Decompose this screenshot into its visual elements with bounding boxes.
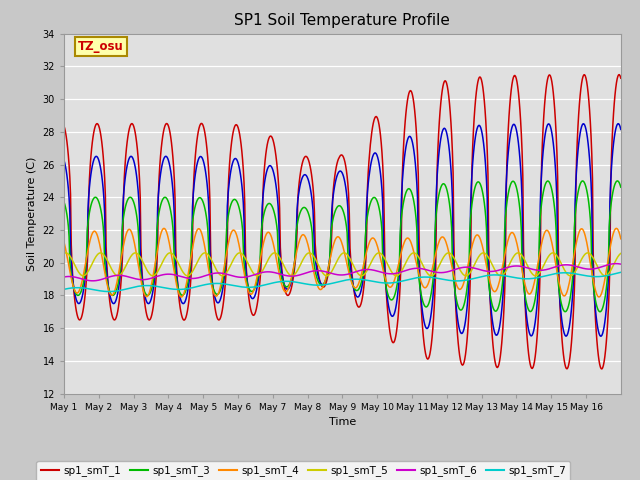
sp1_smT_7 (401, 277, 408, 283)
sp1_smT_1 (617, 75, 625, 81)
Y-axis label: Soil Temperature (C): Soil Temperature (C) (27, 156, 37, 271)
X-axis label: Time: Time (329, 417, 356, 427)
sp1_smT_5 (60, 251, 68, 256)
sp1_smT_7 (228, 282, 236, 288)
sp1_smT_1 (228, 139, 236, 144)
sp1_smT_2 (125, 155, 133, 161)
sp1_smT_3 (228, 200, 236, 205)
sp1_smT_6 (89, 278, 97, 284)
sp1_smT_6 (617, 261, 625, 267)
sp1_smT_7 (126, 285, 134, 291)
sp1_smT_6 (401, 268, 408, 274)
sp1_smT_3 (431, 230, 439, 236)
sp1_smT_5 (125, 256, 133, 262)
Line: sp1_smT_1: sp1_smT_1 (64, 75, 621, 369)
sp1_smT_3 (613, 178, 621, 184)
sp1_smT_4 (612, 226, 620, 231)
sp1_smT_6 (432, 269, 440, 275)
sp1_smT_4 (125, 227, 133, 232)
sp1_smT_1 (255, 286, 263, 291)
sp1_smT_4 (401, 239, 408, 245)
Legend: sp1_smT_1, sp1_smT_2, sp1_smT_3, sp1_smT_4, sp1_smT_5, sp1_smT_6, sp1_smT_7: sp1_smT_1, sp1_smT_2, sp1_smT_3, sp1_smT… (36, 461, 570, 480)
sp1_smT_6 (612, 261, 620, 266)
sp1_smT_7 (617, 269, 625, 275)
sp1_smT_7 (60, 287, 68, 292)
sp1_smT_1 (431, 288, 439, 294)
Line: sp1_smT_6: sp1_smT_6 (64, 264, 621, 281)
sp1_smT_7 (256, 283, 264, 289)
sp1_smT_3 (276, 269, 284, 275)
Line: sp1_smT_4: sp1_smT_4 (64, 228, 621, 297)
sp1_smT_6 (228, 273, 236, 279)
sp1_smT_3 (617, 184, 625, 190)
sp1_smT_5 (228, 260, 236, 266)
Line: sp1_smT_7: sp1_smT_7 (64, 272, 621, 291)
Line: sp1_smT_2: sp1_smT_2 (64, 124, 621, 336)
sp1_smT_2 (617, 127, 625, 132)
sp1_smT_1 (616, 72, 623, 78)
sp1_smT_3 (255, 266, 263, 272)
sp1_smT_4 (617, 236, 625, 241)
sp1_smT_4 (60, 240, 68, 245)
sp1_smT_2 (228, 164, 236, 169)
sp1_smT_2 (614, 121, 621, 127)
sp1_smT_2 (431, 259, 439, 265)
sp1_smT_3 (400, 198, 408, 204)
Line: sp1_smT_5: sp1_smT_5 (64, 253, 621, 276)
sp1_smT_2 (596, 333, 604, 339)
sp1_smT_2 (276, 258, 284, 264)
sp1_smT_6 (60, 274, 68, 280)
sp1_smT_5 (288, 273, 296, 279)
sp1_smT_1 (400, 140, 408, 145)
sp1_smT_7 (277, 279, 285, 285)
sp1_smT_3 (125, 195, 133, 201)
sp1_smT_5 (271, 250, 278, 256)
sp1_smT_4 (228, 228, 236, 234)
sp1_smT_2 (60, 157, 68, 163)
sp1_smT_5 (401, 261, 409, 267)
sp1_smT_6 (126, 275, 134, 280)
sp1_smT_4 (178, 294, 186, 300)
sp1_smT_6 (256, 270, 264, 276)
sp1_smT_4 (277, 279, 285, 285)
sp1_smT_2 (400, 161, 408, 167)
sp1_smT_5 (277, 257, 285, 263)
sp1_smT_1 (598, 366, 606, 372)
sp1_smT_6 (277, 272, 285, 277)
Title: SP1 Soil Temperature Profile: SP1 Soil Temperature Profile (234, 13, 451, 28)
sp1_smT_3 (596, 309, 604, 314)
sp1_smT_7 (105, 288, 113, 294)
Line: sp1_smT_3: sp1_smT_3 (64, 181, 621, 312)
Text: TZ_osu: TZ_osu (78, 40, 124, 53)
sp1_smT_4 (256, 258, 264, 264)
sp1_smT_5 (617, 251, 625, 256)
sp1_smT_1 (276, 244, 284, 250)
sp1_smT_5 (255, 272, 263, 278)
sp1_smT_5 (433, 268, 440, 274)
sp1_smT_1 (60, 123, 68, 129)
sp1_smT_3 (60, 199, 68, 205)
sp1_smT_2 (255, 269, 263, 275)
sp1_smT_4 (432, 251, 440, 256)
sp1_smT_1 (125, 126, 133, 132)
sp1_smT_7 (432, 275, 440, 281)
